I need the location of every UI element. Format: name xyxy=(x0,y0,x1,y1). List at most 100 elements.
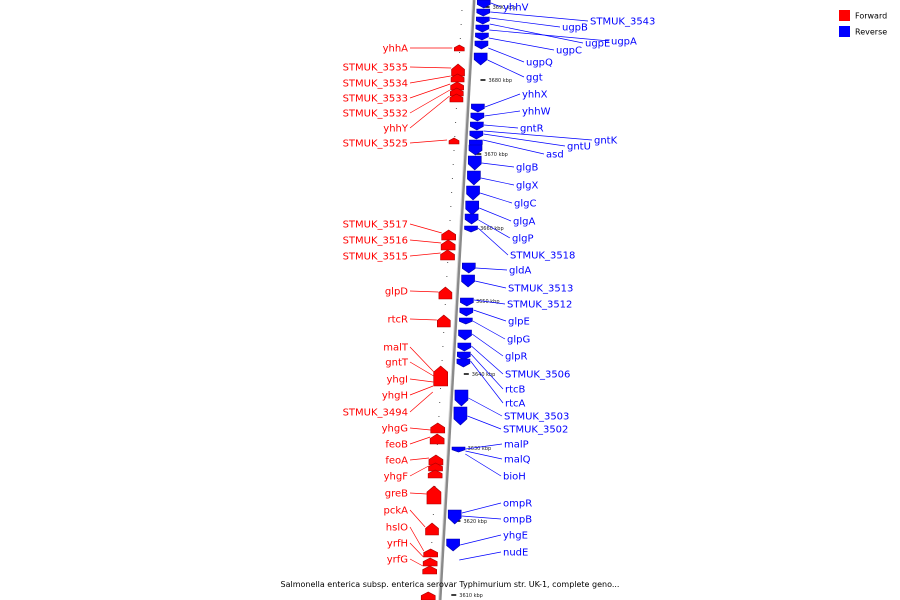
reverse-feature xyxy=(475,24,490,33)
reverse-gene-label-glpg: glpG xyxy=(507,335,530,346)
reverse-feature xyxy=(468,144,483,156)
forward-feature xyxy=(448,137,460,145)
reverse-feature xyxy=(447,509,462,525)
reverse-gene-label-ugpb: ugpB xyxy=(562,23,588,34)
forward-feature xyxy=(429,433,445,445)
reverse-gene-label-stmuk-3513: STMUK_3513 xyxy=(508,284,573,295)
forward-gene-label-gntt: gntT xyxy=(385,358,409,369)
reverse-gene-label-stmuk-3503: STMUK_3503 xyxy=(504,412,569,423)
forward-gene-label-stmuk-3534: STMUK_3534 xyxy=(343,79,408,90)
reverse-label-leader xyxy=(484,93,521,108)
forward-gene-label-yhgg: yhgG xyxy=(382,424,408,435)
reverse-gene-label-glpe: glpE xyxy=(508,317,530,328)
reverse-label-leader xyxy=(473,309,507,322)
sequence-dot xyxy=(454,136,456,137)
reverse-gene-label-ggt: ggt xyxy=(526,73,543,84)
legend-swatch-forward xyxy=(839,10,850,21)
forward-label-leader xyxy=(409,465,429,477)
reverse-label-leader xyxy=(482,139,545,155)
forward-gene-label-glpd: glpD xyxy=(385,287,408,298)
legend-label-reverse: Reverse xyxy=(855,28,887,37)
reverse-gene-label-yhhx: yhhX xyxy=(522,90,548,101)
reverse-label-leader xyxy=(488,47,525,63)
reverse-gene-label-glgc: glgC xyxy=(514,199,536,210)
forward-feature xyxy=(438,286,453,300)
sequence-dot xyxy=(432,514,434,515)
forward-feature xyxy=(449,93,464,103)
reverse-feature xyxy=(460,297,474,307)
reverse-gene-label-bioh: bioH xyxy=(503,472,526,483)
forward-label-leader xyxy=(409,378,434,383)
reverse-gene-label-yhge: yhgE xyxy=(503,531,528,542)
reverse-feature xyxy=(457,351,471,361)
kbp-tick-label: 3620 kbp xyxy=(463,519,487,525)
reverse-label-leader xyxy=(465,443,503,450)
forward-label-leader xyxy=(409,83,451,99)
reverse-label-leader xyxy=(471,345,504,375)
sequence-dot xyxy=(452,164,454,165)
forward-gene-label-stmuk-3494: STMUK_3494 xyxy=(343,408,408,419)
forward-label-leader xyxy=(409,492,428,495)
reverse-feature xyxy=(466,185,480,201)
forward-label-leader xyxy=(409,436,431,445)
reverse-feature xyxy=(465,200,480,216)
forward-gene-label-feob: feoB xyxy=(385,440,408,451)
forward-label-leader xyxy=(409,542,424,558)
reverse-label-leader xyxy=(478,219,511,239)
reverse-label-leader xyxy=(461,502,502,514)
sequence-dot xyxy=(451,192,453,193)
forward-feature xyxy=(422,565,437,575)
reverse-label-leader xyxy=(487,59,525,78)
reverse-gene-label-ugpq: ugpQ xyxy=(526,58,553,69)
forward-label-leader xyxy=(409,290,439,293)
forward-gene-label-pcka: pckA xyxy=(384,506,409,517)
reverse-label-leader xyxy=(470,360,504,404)
reverse-label-leader xyxy=(489,23,584,44)
forward-label-leader xyxy=(409,509,426,528)
reverse-feature xyxy=(464,225,478,233)
reverse-label-leader xyxy=(489,17,561,28)
sequence-dot xyxy=(436,444,438,445)
forward-label-leader xyxy=(409,361,434,377)
reverse-feature xyxy=(459,307,474,317)
reverse-label-leader xyxy=(479,192,513,204)
reverse-label-leader xyxy=(483,124,519,129)
sequence-dot xyxy=(428,584,430,585)
forward-label-leader xyxy=(409,223,442,234)
genome-axis xyxy=(438,0,476,600)
reverse-gene-label-gntk: gntK xyxy=(594,136,618,147)
kbp-tick-label: 3670 kbp xyxy=(484,152,508,158)
reverse-gene-label-ompb: ompB xyxy=(503,515,532,526)
forward-label-leader xyxy=(409,75,451,84)
sequence-dot xyxy=(431,542,433,543)
forward-label-leader xyxy=(409,526,425,552)
reverse-feature xyxy=(476,0,491,9)
reverse-gene-label-ompr: ompR xyxy=(503,499,532,510)
forward-label-leader xyxy=(409,385,434,396)
forward-label-leader xyxy=(409,239,442,244)
reverse-gene-label-gntr: gntR xyxy=(520,124,544,135)
forward-gene-label-yrfh: yrfH xyxy=(387,539,408,550)
reverse-label-leader xyxy=(465,450,503,460)
reverse-label-leader xyxy=(488,37,555,51)
forward-label-leader xyxy=(409,95,450,129)
forward-feature xyxy=(451,63,465,77)
sequence-dot xyxy=(447,262,449,263)
reverse-label-leader xyxy=(480,177,515,186)
sequence-dot xyxy=(450,206,452,207)
reverse-label-leader xyxy=(483,130,593,141)
forward-label-leader xyxy=(409,318,437,321)
reverse-label-leader xyxy=(471,333,504,357)
reverse-gene-label-gntu: gntU xyxy=(567,142,591,153)
sequence-dot xyxy=(451,178,453,179)
reverse-gene-label-glga: glgA xyxy=(513,217,535,228)
sequence-dot xyxy=(441,360,443,361)
reverse-label-leader xyxy=(479,207,512,222)
sequence-dot xyxy=(449,220,451,221)
reverse-gene-label-asd: asd xyxy=(546,150,564,161)
reverse-label-leader xyxy=(475,267,508,271)
forward-feature xyxy=(426,485,442,505)
sequence-dot xyxy=(455,122,457,123)
reverse-gene-label-glgp: glgP xyxy=(512,234,534,245)
